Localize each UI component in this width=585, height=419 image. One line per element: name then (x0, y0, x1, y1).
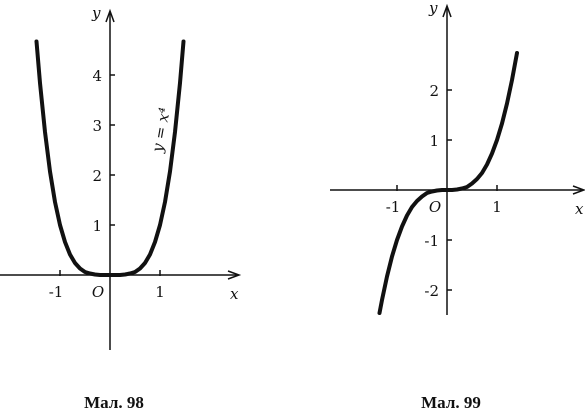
x-tick-label: 1 (155, 283, 165, 301)
x-tick-label: -1 (386, 198, 401, 216)
x-arrow (227, 270, 242, 280)
curve (377, 51, 519, 315)
figure-caption: Мал. 99 (421, 393, 481, 412)
y-tick-label: 3 (92, 117, 102, 135)
x-axis-label: x (230, 285, 239, 303)
y-tick-label: -1 (424, 232, 439, 250)
y-tick-label: 1 (92, 217, 102, 235)
x-tick-label: 1 (492, 198, 502, 216)
y-tick-label: 4 (92, 67, 102, 85)
origin-label: O (429, 198, 441, 216)
y-arrow (105, 8, 115, 23)
y-arrow (442, 3, 452, 18)
curve-annotation: y = x⁴ (148, 106, 174, 154)
y-tick-label: 1 (429, 132, 439, 150)
y-axis-label: y (91, 4, 101, 22)
curve (34, 39, 186, 277)
y-tick-label: 2 (429, 82, 439, 100)
y-tick-label: -2 (424, 282, 439, 300)
x-arrow (572, 185, 585, 195)
figure-caption: Мал. 98 (84, 393, 144, 412)
y-axis-label: y (428, 0, 438, 17)
x-tick-label: -1 (49, 283, 64, 301)
y-tick-label: 2 (92, 167, 102, 185)
origin-label: O (92, 283, 104, 301)
x-axis-label: x (575, 200, 584, 218)
